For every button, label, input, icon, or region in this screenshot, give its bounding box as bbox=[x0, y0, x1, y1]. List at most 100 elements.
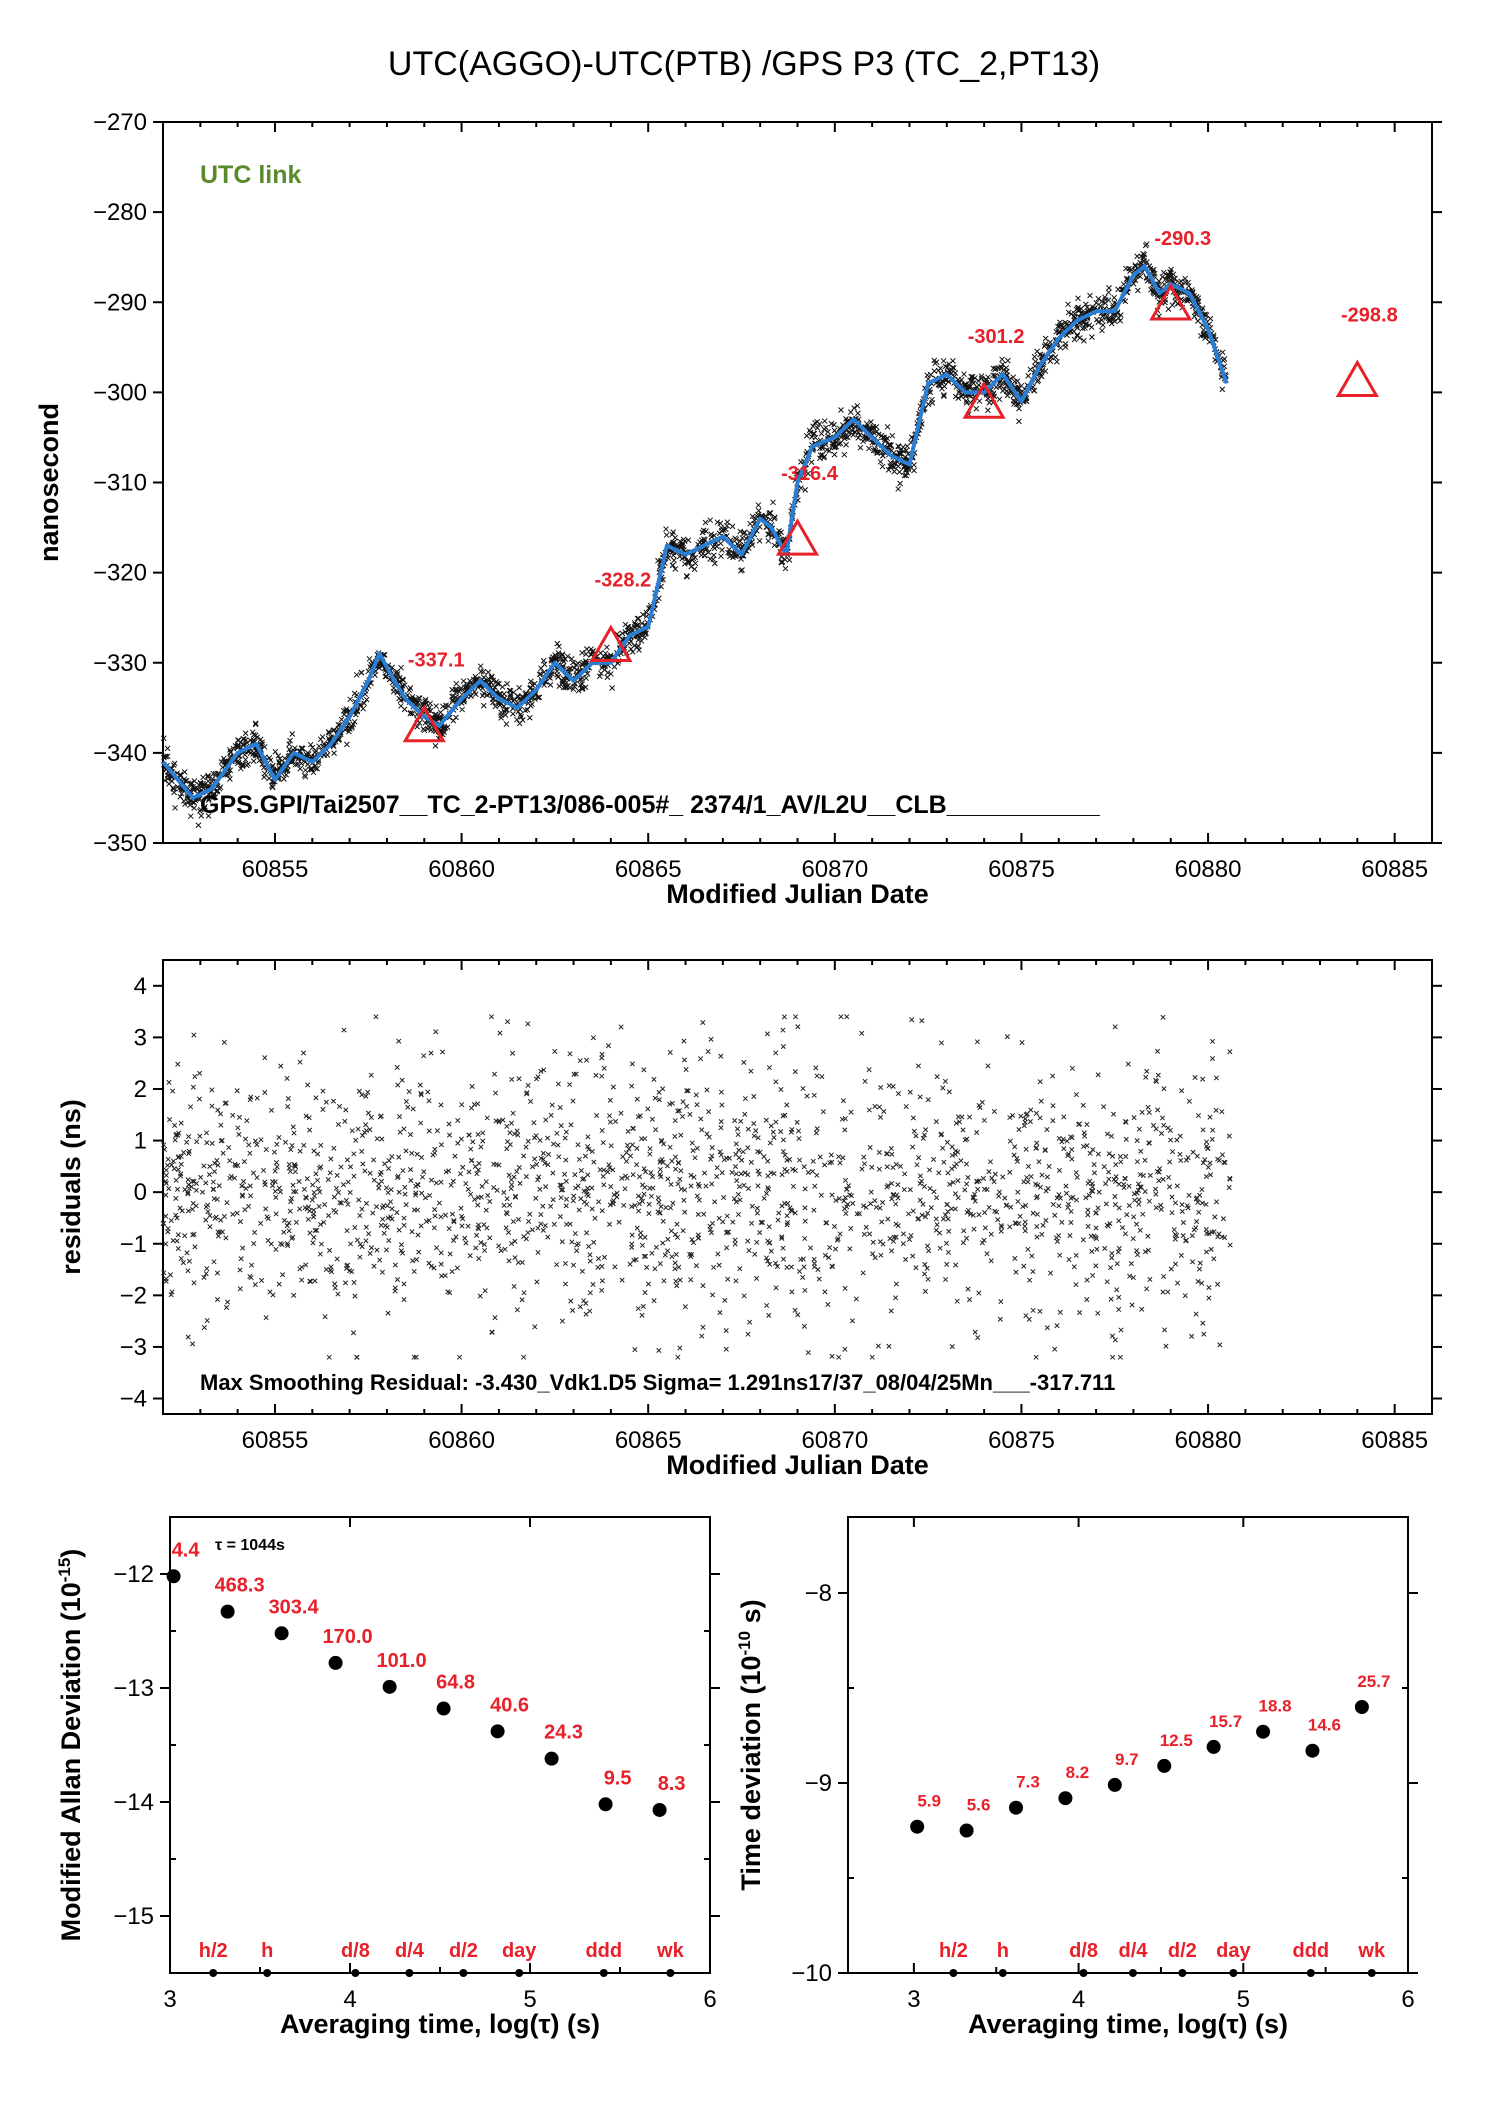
data-point bbox=[178, 790, 185, 797]
data-point bbox=[1089, 334, 1095, 341]
residual-point bbox=[438, 1250, 444, 1256]
residual-point bbox=[733, 1141, 739, 1147]
residual-point bbox=[813, 1065, 819, 1071]
data-point bbox=[1182, 279, 1189, 286]
residual-point bbox=[504, 1146, 510, 1152]
residual-point bbox=[241, 1158, 247, 1165]
data-point bbox=[1071, 336, 1078, 343]
data-point bbox=[866, 445, 872, 452]
data-point bbox=[516, 684, 523, 691]
mdev-point-label: 170.0 bbox=[323, 1626, 373, 1648]
residual-point bbox=[959, 1114, 965, 1120]
residual-point bbox=[1146, 1198, 1152, 1204]
residual-point bbox=[778, 1129, 784, 1135]
residual-point bbox=[511, 1174, 517, 1180]
residual-point bbox=[368, 1072, 374, 1078]
residual-point bbox=[301, 1186, 307, 1192]
data-point bbox=[1076, 335, 1083, 341]
residual-point bbox=[584, 1230, 590, 1236]
residual-point bbox=[362, 1168, 368, 1174]
residual-point bbox=[1206, 1295, 1212, 1301]
residual-point bbox=[869, 1354, 875, 1360]
residual-point bbox=[457, 1354, 463, 1360]
residual-point bbox=[944, 1261, 950, 1267]
residual-point bbox=[286, 1161, 292, 1168]
residual-point bbox=[211, 1168, 218, 1175]
data-point bbox=[1191, 313, 1198, 320]
data-point bbox=[205, 813, 212, 819]
residual-point bbox=[741, 1293, 747, 1299]
residual-point bbox=[1142, 1157, 1148, 1163]
residual-point bbox=[1134, 1159, 1140, 1165]
residual-point bbox=[389, 1153, 395, 1160]
residual-point bbox=[538, 1211, 544, 1218]
data-point bbox=[841, 451, 848, 458]
residual-point bbox=[341, 1027, 347, 1033]
residual-point bbox=[355, 1126, 361, 1132]
residual-point bbox=[913, 1265, 919, 1271]
data-point bbox=[206, 795, 212, 802]
residual-point bbox=[196, 1096, 202, 1102]
residual-point bbox=[1182, 1293, 1188, 1299]
time-marker-label: ddd bbox=[585, 1940, 622, 1962]
residuals-y-axis-label: residuals (ns) bbox=[56, 1099, 86, 1275]
residual-point bbox=[907, 1187, 913, 1193]
residual-point bbox=[1116, 1218, 1122, 1224]
residual-point bbox=[751, 1093, 757, 1100]
data-point bbox=[252, 721, 259, 728]
residual-point bbox=[1028, 1107, 1034, 1113]
main-x-axis-label: Modified Julian Date bbox=[666, 879, 929, 909]
data-point bbox=[663, 532, 670, 538]
residual-point bbox=[463, 1181, 469, 1187]
residual-point bbox=[1059, 1219, 1065, 1225]
residual-point bbox=[678, 1132, 684, 1138]
residual-point bbox=[714, 1173, 720, 1180]
residual-point bbox=[1193, 1311, 1199, 1317]
residual-point bbox=[694, 1102, 700, 1108]
residual-point bbox=[434, 1245, 440, 1251]
data-point bbox=[499, 684, 506, 690]
x-tick-label: 60875 bbox=[988, 856, 1055, 883]
residual-point bbox=[214, 1157, 220, 1164]
residual-point bbox=[543, 1117, 549, 1123]
data-point bbox=[510, 711, 516, 717]
residual-point bbox=[342, 1118, 348, 1124]
residual-point bbox=[396, 1114, 403, 1120]
residual-point bbox=[207, 1224, 213, 1230]
residual-point bbox=[392, 1288, 398, 1294]
residual-point bbox=[667, 1049, 673, 1055]
x-tick-label: 60860 bbox=[428, 1427, 495, 1454]
residual-point bbox=[974, 1129, 980, 1135]
residual-point bbox=[781, 1014, 787, 1020]
residual-point bbox=[1174, 1280, 1181, 1286]
data-point bbox=[237, 765, 244, 772]
data-point bbox=[467, 677, 473, 684]
residual-point bbox=[1091, 1170, 1098, 1176]
data-point bbox=[1084, 304, 1090, 311]
residual-point bbox=[789, 1289, 795, 1295]
y-tick-label: −320 bbox=[93, 560, 147, 587]
residual-point bbox=[790, 1183, 796, 1189]
residual-point bbox=[1158, 1206, 1164, 1212]
residual-point bbox=[270, 1183, 276, 1189]
residual-point bbox=[1029, 1253, 1035, 1259]
y-tick-label: −14 bbox=[113, 1789, 154, 1816]
data-point bbox=[739, 567, 745, 573]
residual-point bbox=[599, 1051, 605, 1057]
residual-point bbox=[188, 1104, 194, 1110]
residual-point bbox=[754, 1239, 760, 1245]
residual-point bbox=[1081, 1130, 1087, 1136]
residual-point bbox=[940, 1145, 946, 1151]
data-point bbox=[433, 703, 439, 709]
residual-point bbox=[1122, 1175, 1128, 1182]
data-point bbox=[851, 428, 858, 435]
residual-point bbox=[817, 1154, 823, 1160]
residual-point bbox=[637, 1234, 643, 1240]
data-point bbox=[484, 692, 491, 698]
data-point bbox=[205, 797, 212, 804]
residual-point bbox=[525, 1230, 531, 1236]
residual-point bbox=[247, 1150, 253, 1156]
residual-point bbox=[569, 1239, 575, 1245]
data-point bbox=[308, 766, 315, 773]
residual-point bbox=[944, 1202, 950, 1208]
